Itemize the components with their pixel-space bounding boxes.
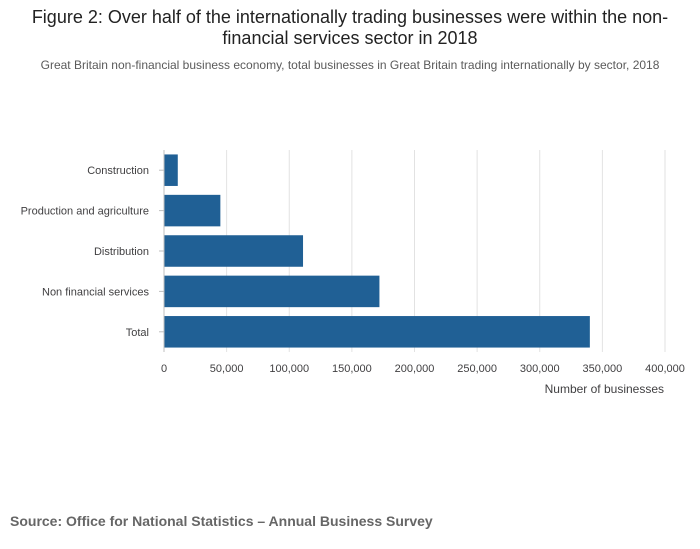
x-tick-label: 350,000: [582, 363, 622, 375]
bar: [164, 235, 304, 267]
chart-subtitle: Great Britain non-financial business eco…: [40, 58, 660, 72]
bar: [164, 316, 590, 348]
bar: [164, 154, 178, 186]
category-label: Construction: [87, 165, 149, 177]
source-note: Source: Office for National Statistics –…: [10, 513, 433, 529]
x-tick-label: 50,000: [210, 363, 244, 375]
x-tick-label: 100,000: [269, 363, 309, 375]
category-label: Production and agriculture: [21, 206, 149, 218]
bars: [164, 154, 590, 348]
x-axis-title: Number of businesses: [545, 382, 664, 396]
x-tick-label: 250,000: [457, 363, 497, 375]
bar: [164, 194, 221, 227]
category-labels: Construction Production and agriculture Di…: [21, 165, 164, 339]
x-tick-labels: 0 50,000 100,000 150,000 200,000 250,000 300,0…: [161, 363, 685, 375]
category-label: Non financial services: [42, 286, 149, 298]
x-tick-label: 0: [161, 363, 167, 375]
chart-title: Figure 2: Over half of the international…: [31, 7, 669, 48]
bar: [164, 275, 380, 308]
x-tick-label: 200,000: [395, 363, 435, 375]
x-tick-label: 150,000: [332, 363, 372, 375]
x-tick-label: 300,000: [520, 363, 560, 375]
category-label: Distribution: [94, 246, 149, 258]
category-label: Total: [126, 327, 149, 339]
x-tick-label: 400,000: [645, 363, 685, 375]
